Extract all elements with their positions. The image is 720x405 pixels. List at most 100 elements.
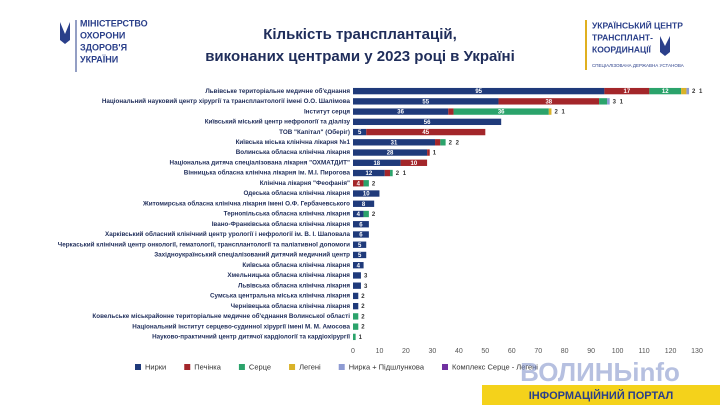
- category-label: Черкаський клінічний центр онкології, ге…: [58, 240, 350, 248]
- legend-swatch: [135, 364, 141, 370]
- bar-segment: [448, 108, 454, 115]
- bar-segment: [353, 292, 359, 300]
- value-label: 2: [554, 110, 558, 116]
- x-tick-label: 20: [402, 348, 410, 355]
- category-label: Хмельницька обласна клінічна лікарня: [227, 271, 350, 279]
- value-label: 3: [364, 284, 368, 290]
- value-label: 5: [358, 130, 362, 136]
- bar-segment: [366, 128, 486, 136]
- legend-label: Нирки: [145, 362, 166, 371]
- left-logo: МІНІСТЕРСТВО ОХОРОНИ ЗДОРОВ'Я УКРАЇНИ: [60, 18, 148, 72]
- value-label: 2: [372, 181, 376, 187]
- category-label: Івано-Франківська обласна клінічна лікар…: [212, 220, 351, 228]
- bar-segment: [353, 149, 428, 156]
- category-label: Харківський обласний клінічний центр уро…: [105, 230, 350, 238]
- x-tick-label: 30: [428, 348, 436, 355]
- legend-label: Печінка: [194, 362, 221, 371]
- watermark-tagline: ІНФОРМАЦІЙНИЙ ПОРТАЛ: [529, 389, 674, 402]
- watermark-brand: ВОЛИНЬinfo: [520, 357, 680, 387]
- bar-segment: [607, 98, 610, 105]
- value-label: 1: [620, 99, 624, 105]
- legend-swatch: [442, 364, 448, 370]
- x-tick-label: 0: [351, 348, 355, 355]
- value-label: 10: [411, 161, 418, 167]
- bar-segment: [384, 169, 391, 177]
- value-label: 3: [364, 274, 368, 280]
- watermark-banner: [482, 385, 720, 405]
- x-tick-label: 110: [638, 348, 649, 355]
- category-label: Київський міський центр нефрології та ді…: [205, 118, 351, 126]
- bar-segment: [353, 118, 502, 126]
- logo-text: ЗДОРОВ'Я: [80, 42, 127, 52]
- value-label: 2: [396, 171, 400, 177]
- value-label: 2: [361, 304, 365, 310]
- value-label: 1: [403, 171, 407, 177]
- bar-segment: [353, 282, 361, 289]
- value-label: 8: [362, 202, 366, 208]
- x-tick-label: 100: [612, 348, 624, 355]
- bar-segment: [353, 108, 449, 115]
- bar-segment: [353, 87, 605, 95]
- value-label: 1: [359, 335, 363, 341]
- value-label: 10: [363, 192, 370, 198]
- bar-segment: [353, 210, 364, 218]
- category-label: ТОВ "Капітал" (Оберіг): [279, 128, 350, 136]
- category-label: Національна дитяча спеціалізована лікарн…: [170, 158, 350, 166]
- bar-segment: [604, 87, 650, 95]
- x-tick-label: 60: [508, 348, 516, 355]
- value-label: 31: [391, 140, 398, 146]
- logo-subtitle: СПЕЦІАЛІЗОВАНА ДЕРЖАВНА УСТАНОВА: [592, 63, 684, 68]
- bar-segment: [353, 323, 359, 330]
- value-label: 12: [662, 89, 669, 95]
- bar-segment: [353, 139, 436, 146]
- bar-segment: [498, 98, 600, 105]
- category-label: Чернівецька обласна клінічна лікарня: [231, 302, 351, 310]
- category-label: Інститут серця: [304, 108, 350, 115]
- x-tick-label: 10: [376, 348, 384, 355]
- bar-segment: [686, 87, 690, 95]
- bar-segment: [353, 128, 367, 136]
- chart-title: виконаних центрами у 2023 році в Україні: [205, 48, 515, 65]
- category-label: Ковельське міськрайонне територіальне ме…: [92, 312, 350, 320]
- x-tick-label: 70: [534, 348, 542, 355]
- emblem: [60, 22, 70, 44]
- bar-segment: [353, 251, 367, 259]
- x-tick-label: 130: [691, 348, 703, 355]
- chart-title: Кількість трансплантацій,: [263, 26, 457, 43]
- bar-segment: [353, 180, 364, 187]
- value-label: 38: [545, 99, 552, 105]
- value-label: 6: [359, 222, 363, 228]
- bar-segment: [440, 139, 446, 146]
- logo-text: ОХОРОНИ: [80, 30, 125, 40]
- value-label: 2: [361, 294, 365, 300]
- bar-segment: [681, 87, 687, 95]
- category-label: Національний інститут серцево-судинної х…: [132, 322, 350, 330]
- value-label: 36: [397, 110, 404, 116]
- category-label: Київська міська клінічна лікарня №1: [236, 138, 351, 146]
- bar-segment: [353, 221, 369, 228]
- legend-swatch: [338, 364, 345, 370]
- value-label: 2: [361, 314, 365, 320]
- value-label: 5: [358, 253, 362, 259]
- category-label: Клінічна лікарня "Феофанія": [260, 179, 350, 187]
- bar-segment: [353, 302, 359, 310]
- bar-segment: [649, 87, 682, 95]
- legend-label: Серце: [249, 362, 271, 371]
- category-label: Національний науковий центр хірургії та …: [102, 97, 351, 105]
- value-label: 4: [357, 263, 361, 269]
- value-label: 1: [561, 110, 565, 116]
- logo-text: УКРАЇНИ: [80, 54, 118, 64]
- bar-segment: [427, 149, 430, 156]
- bar-segment: [353, 272, 361, 279]
- bar-segment: [353, 313, 359, 320]
- legend-label: Комплекс Серце - Легені: [452, 362, 538, 371]
- logo-text: КООРДИНАЦІЇ: [592, 44, 652, 54]
- legend-swatch: [289, 364, 296, 370]
- category-label: Тернопільська обласна клінічна лікарня: [224, 210, 351, 218]
- category-label: Київська обласна клінічна лікарня: [242, 261, 350, 269]
- value-label: 2: [449, 140, 453, 146]
- x-tick-label: 90: [587, 348, 595, 355]
- legend-swatch: [184, 364, 191, 370]
- bar-segment: [353, 333, 356, 341]
